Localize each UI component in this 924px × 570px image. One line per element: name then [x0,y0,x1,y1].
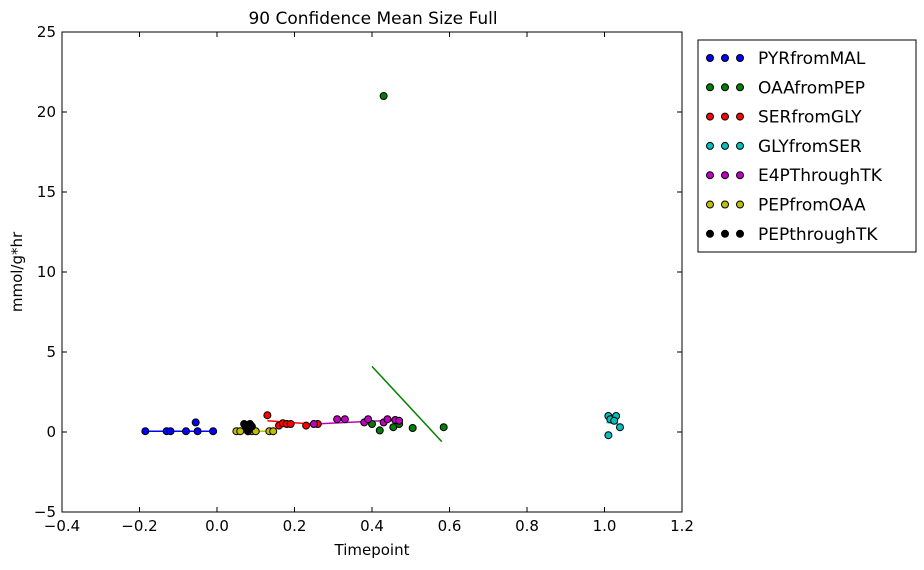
x-tick-label: 0.6 [438,517,462,535]
legend-marker [736,229,744,238]
legend-marker [721,83,729,92]
legend-marker [706,200,714,209]
ticks: −0.4 −0.2 0.0 0.2 0.4 0.6 0.8 1.0 1.2 −5 0 5 10 15 20 2… [34,23,694,535]
legend-label: E4PThroughTK [758,166,883,186]
y-tick-label: −5 [34,503,56,521]
legend: PYRfromMAL OAAfromPEP SERfromGLY GLYfromSER… [697,39,917,253]
point-E4PThroughTK [333,415,342,424]
chart-title: 90 Confidence Mean Size Full [248,9,497,29]
point-OAAfromPEP [379,92,388,100]
point-PYRfromMAL [182,427,190,436]
point-SERfromGLY [286,420,295,428]
point-E4PThroughTK [340,415,349,424]
point-GLYfromSER [616,423,624,432]
point-PYRfromMAL [191,418,200,427]
legend-marker [736,83,744,92]
point-PEPfromOAA [236,427,245,436]
legend-marker [721,54,729,62]
legend-label: PYRfromMAL [758,49,866,69]
x-tick-label: 1.2 [670,517,694,535]
x-tick-label: 0.4 [360,517,384,535]
point-E4PThroughTK [395,416,404,425]
point-SERfromGLY [302,421,311,430]
legend-label: PEPfromOAA [758,196,866,216]
legend-marker [736,112,744,121]
point-GLYfromSER [604,431,613,440]
point-OAAfromPEP [375,426,384,435]
y-tick-label: 20 [37,103,56,121]
x-tick-label: −0.4 [44,517,80,535]
plot-area [141,92,624,443]
point-SERfromGLY [263,411,272,420]
legend-items: PYRfromMAL OAAfromPEP SERfromGLY GLYfromSER… [706,49,883,245]
legend-marker [706,54,714,62]
y-tick-label: 5 [46,343,56,361]
x-tick-label: 0.2 [283,517,307,535]
y-axis-label: mmol/g*hr [8,231,26,312]
point-PYRfromMAL [209,427,218,436]
legend-frame [697,39,917,253]
legend-marker [721,229,729,238]
legend-marker [706,171,714,180]
legend-marker [721,171,729,180]
legend-marker [736,171,744,180]
series-line-OAAfromPEP [371,365,443,443]
legend-marker [706,83,714,92]
legend-marker [706,112,714,121]
legend-marker [736,54,744,62]
point-PEPthroughTK [244,423,252,432]
x-tick-label: −0.2 [121,517,157,535]
point-OAAfromPEP [408,424,417,432]
point-PEPfromOAA [269,427,278,436]
x-axis-label: Timepoint [334,541,410,559]
x-tick-label: 0.0 [205,517,229,535]
legend-label: GLYfromSER [758,137,862,157]
y-tick-label: 25 [37,23,56,41]
legend-marker [721,141,729,150]
point-PYRfromMAL [193,427,202,436]
legend-marker [721,200,729,209]
y-tick-label: 10 [37,263,56,281]
y-tick-label: 0 [46,423,56,441]
legend-label: SERfromGLY [758,108,862,128]
point-PYRfromMAL [141,427,150,436]
point-E4PThroughTK [383,415,392,424]
legend-label: OAAfromPEP [758,78,865,98]
point-PYRfromMAL [166,427,175,436]
legend-marker [706,141,714,150]
point-OAAfromPEP [439,423,448,432]
point-E4PThroughTK [364,415,373,424]
x-tick-label: 1.0 [593,517,617,535]
legend-label: PEPthroughTK [758,225,878,245]
legend-marker [736,200,744,209]
point-GLYfromSER [610,416,619,425]
legend-marker [706,229,714,238]
x-tick-label: 0.8 [515,517,539,535]
legend-marker [721,112,729,121]
legend-marker [736,141,744,150]
point-E4PThroughTK [309,420,318,428]
y-tick-label: 15 [37,183,56,201]
